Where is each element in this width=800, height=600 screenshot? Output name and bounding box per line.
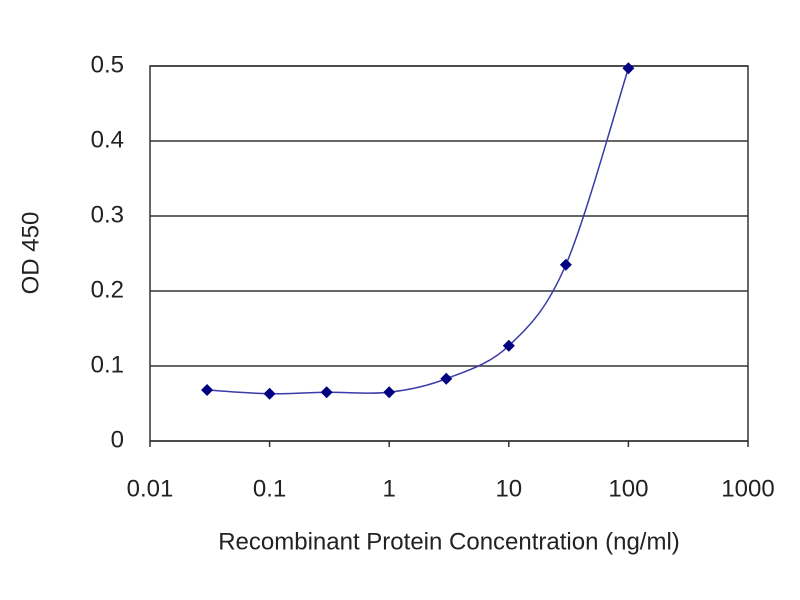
x-axis-label: Recombinant Protein Concentration (ng/ml… — [218, 528, 680, 555]
data-point — [622, 62, 635, 75]
fit-curve — [207, 68, 630, 395]
x-tick-label: 0.1 — [253, 475, 286, 502]
x-tick-label: 100 — [608, 475, 648, 502]
x-tick-label: 1 — [383, 475, 396, 502]
y-axis-label: OD 450 — [17, 212, 44, 295]
data-point — [263, 387, 276, 400]
y-tick-label: 0.2 — [91, 276, 124, 303]
x-tick-label: 1000 — [721, 475, 774, 502]
x-tick-label: 0.01 — [127, 475, 174, 502]
data-point — [320, 386, 333, 399]
y-tick-label: 0.5 — [91, 51, 124, 78]
data-point — [440, 372, 453, 385]
y-tick-label: 0.1 — [91, 351, 124, 378]
y-tick-label: 0.3 — [91, 201, 124, 228]
data-point — [502, 339, 515, 352]
y-tick-label: 0 — [111, 426, 124, 453]
plot-frame — [149, 65, 749, 442]
data-point — [559, 258, 572, 271]
x-tick-label: 10 — [495, 475, 522, 502]
y-tick-label: 0.4 — [91, 126, 124, 153]
data-point — [201, 384, 214, 396]
data-point — [383, 386, 396, 399]
